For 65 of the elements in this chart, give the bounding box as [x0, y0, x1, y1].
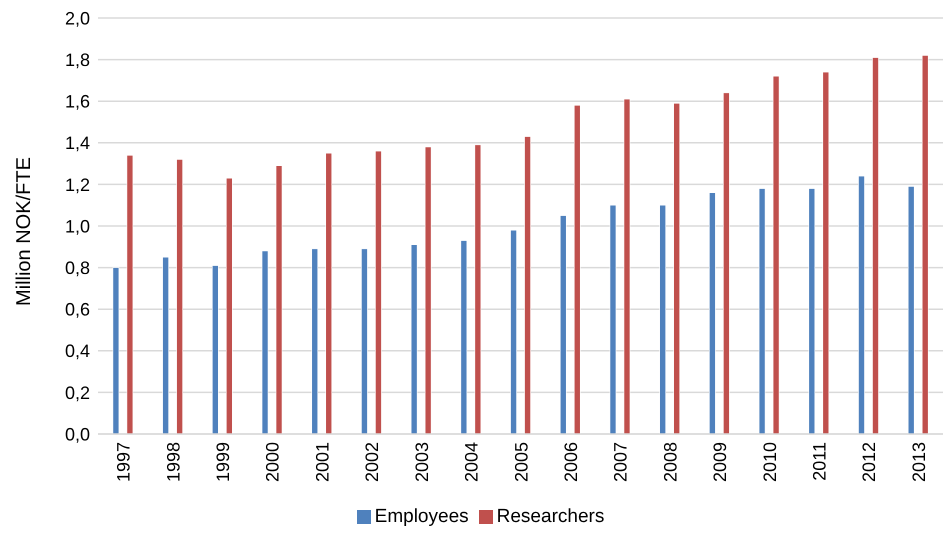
- bar: [560, 215, 567, 434]
- y-tick-label: 0,6: [64, 300, 90, 320]
- bar: [922, 55, 929, 434]
- bar: [162, 256, 169, 434]
- bar: [624, 98, 630, 434]
- legend-label: Employees: [374, 506, 469, 527]
- bar: [361, 248, 368, 434]
- bar: [673, 102, 680, 434]
- x-tick-label: 2002: [362, 442, 382, 482]
- bar: [311, 248, 318, 434]
- bar: [610, 204, 616, 434]
- x-tick-label: 2009: [710, 442, 730, 482]
- bar: [262, 250, 268, 434]
- bar: [822, 72, 830, 434]
- x-tick-label: 1997: [114, 442, 134, 482]
- bar: [410, 244, 418, 434]
- bar: [126, 154, 134, 434]
- y-tick-label: 1,0: [64, 216, 90, 236]
- y-tick-label: 1,2: [64, 174, 90, 195]
- x-tick-label: 2007: [610, 442, 631, 482]
- x-tick-label: 2005: [511, 442, 532, 482]
- x-tick-label: 2011: [810, 442, 830, 481]
- y-tick-label: 0,4: [64, 341, 90, 362]
- x-tick-label: 2000: [262, 442, 283, 482]
- bar: [112, 267, 120, 434]
- y-tick-label: 0,0: [64, 424, 90, 444]
- legend-label: Researchers: [496, 506, 604, 527]
- x-tick-label: 1998: [163, 442, 184, 482]
- bar: [524, 136, 531, 434]
- bar: [276, 165, 282, 434]
- y-tick-label: 1,8: [64, 50, 90, 70]
- bar: [212, 265, 219, 434]
- bar: [375, 150, 382, 434]
- bar: [709, 192, 716, 434]
- y-axis-title: Million NOK/FTE: [13, 157, 36, 306]
- x-tick-label: 2004: [462, 442, 482, 482]
- bar: [908, 186, 915, 434]
- bar: [758, 188, 766, 434]
- bar: [872, 57, 879, 434]
- bar: [510, 230, 517, 434]
- bar: [474, 144, 482, 434]
- x-tick-label: 2012: [859, 442, 880, 482]
- x-tick-label: 2010: [760, 442, 780, 482]
- bar: [176, 159, 183, 434]
- y-tick-label: 1,4: [64, 133, 90, 154]
- bar: [424, 146, 432, 434]
- x-tick-label: 2001: [312, 442, 332, 482]
- bar: [325, 152, 332, 434]
- bar: [574, 105, 581, 434]
- bar: [858, 176, 865, 434]
- bar: [226, 178, 233, 434]
- bar: [772, 76, 780, 434]
- x-tick-label: 2003: [412, 442, 432, 482]
- x-tick-label: 2008: [660, 442, 680, 482]
- y-tick-label: 0,2: [64, 382, 90, 403]
- x-tick-label: 1999: [213, 442, 234, 482]
- bar: [659, 204, 666, 434]
- bar: [723, 92, 730, 434]
- y-tick-label: 2,0: [64, 8, 90, 28]
- bar: [808, 188, 816, 434]
- y-tick-label: 1,6: [64, 92, 90, 112]
- x-tick-label: 2013: [908, 442, 929, 482]
- x-tick-label: 2006: [560, 442, 581, 482]
- bar: [460, 240, 468, 434]
- y-tick-label: 0,8: [64, 258, 90, 278]
